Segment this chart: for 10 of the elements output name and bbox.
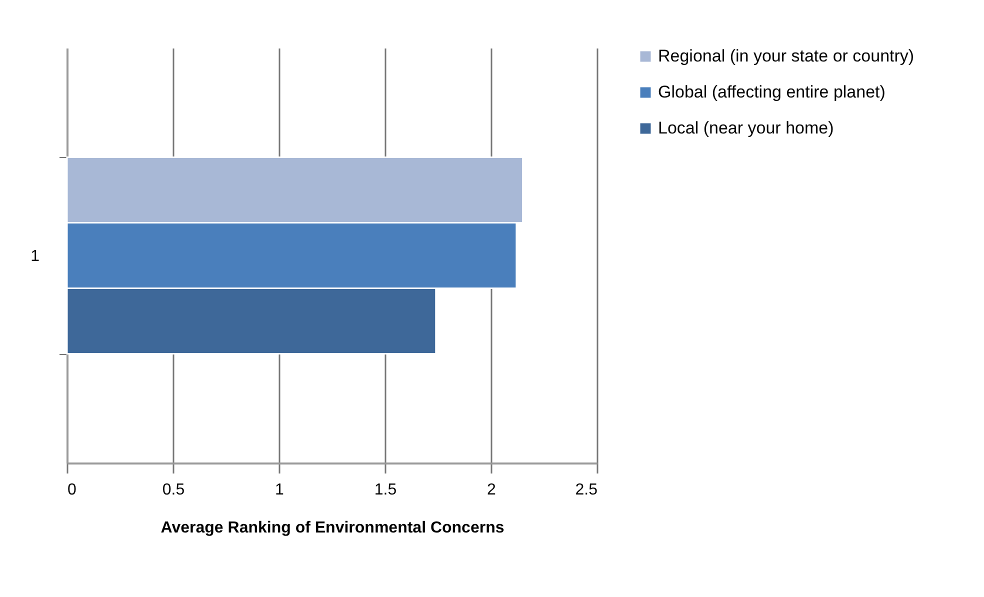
legend-label: Global (affecting entire planet): [658, 82, 886, 102]
x-tick-label: 2: [487, 482, 496, 498]
x-tick-label: 2.5: [575, 482, 598, 498]
legend-label: Local (near your home): [658, 118, 834, 138]
x-tick-label: 1: [275, 482, 284, 498]
legend-label: Regional (in your state or country): [658, 46, 914, 66]
x-axis-title: Average Ranking of Environmental Concerns: [160, 520, 504, 536]
x-tick-label: 1.5: [374, 482, 397, 498]
x-tick-label: 0.5: [162, 482, 185, 498]
x-tick-label: 0: [68, 482, 76, 498]
